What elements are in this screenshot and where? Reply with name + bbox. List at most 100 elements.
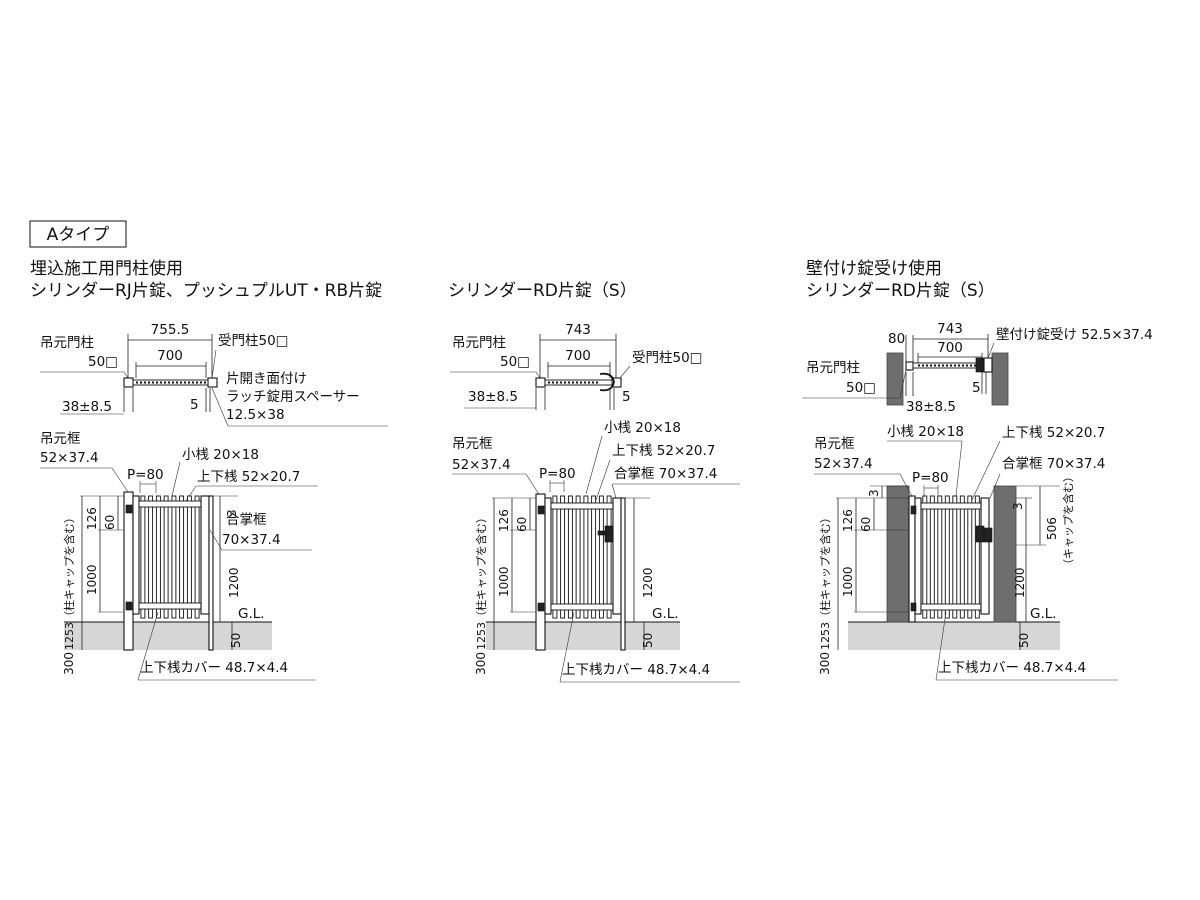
- middle-plan-view: 吊元門柱 50□ 743 700 受門柱50□ 38±8.5 5: [450, 322, 702, 410]
- right-dim-1200: 1200: [1013, 567, 1027, 598]
- right-dim-1253: 1253（柱キャップを含む）: [818, 512, 832, 650]
- picket: [937, 495, 943, 619]
- left-spacer-line1: 片開き面付け: [226, 371, 307, 387]
- picket: [583, 495, 589, 619]
- picket: [929, 495, 935, 619]
- right-dim-300: 300: [818, 652, 832, 675]
- middle-dim-overall: 743: [565, 322, 591, 338]
- picket: [575, 495, 581, 619]
- left-plan-view: 吊元門柱 50□ 755.5 700 受門柱50□ 38±8.5 5 片開き面付…: [40, 322, 388, 427]
- left-title-line2: シリンダーRJ片錠、プッシュプルUT・RB片錠: [30, 281, 382, 301]
- right-dim-1000: 1000: [841, 566, 855, 597]
- picket: [194, 495, 200, 619]
- middle-dim-1253: 1253（柱キャップを含む）: [474, 512, 488, 650]
- middle-pitch: P=80: [539, 466, 576, 482]
- middle-frame-label: 吊元框: [452, 436, 493, 452]
- type-badge-box: [29, 220, 127, 248]
- left-gate-pickets: [140, 495, 200, 619]
- picket: [186, 495, 192, 619]
- middle-hinge-post-label: 吊元門柱: [452, 335, 506, 351]
- right-dim-80: 80: [888, 331, 905, 347]
- left-dim-3: 3: [225, 509, 239, 517]
- right-dim-50: 50: [1017, 633, 1031, 648]
- middle-dim-300: 300: [474, 652, 488, 675]
- picket: [598, 495, 604, 619]
- middle-dim-gap: 5: [622, 389, 631, 405]
- right-frame-label: 吊元框: [814, 436, 855, 452]
- middle-gate-pickets: [552, 495, 612, 619]
- right-gl: G.L.: [1030, 606, 1057, 622]
- picket: [155, 495, 161, 619]
- right-dim-gap: 5: [972, 380, 981, 396]
- right-rail-cover: 上下桟カバー 48.7×4.4: [938, 660, 1086, 676]
- right-dim-inner: 700: [937, 340, 963, 356]
- left-top-bottom-rail: 上下桟 52×20.7: [197, 469, 300, 485]
- left-dim-overall: 755.5: [151, 322, 190, 338]
- picket: [952, 495, 958, 619]
- middle-gl: G.L.: [652, 606, 679, 622]
- left-dim-126: 126: [85, 507, 99, 530]
- left-frame-size: 52×37.4: [40, 450, 99, 466]
- middle-dim-50: 50: [641, 633, 655, 648]
- left-gl: G.L.: [238, 606, 265, 622]
- picket: [140, 495, 146, 619]
- right-wall-receiver: 壁付け錠受け 52.5×37.4: [996, 327, 1153, 343]
- middle-dim-1000: 1000: [497, 566, 511, 597]
- middle-meeting-frame: 合掌框 70×37.4: [614, 466, 717, 482]
- right-small-rail: 小桟 20×18: [887, 424, 964, 440]
- left-dim-50: 50: [229, 633, 243, 648]
- middle-dim-1200: 1200: [641, 567, 655, 598]
- middle-elevation-view: G.L. 吊元框 52×37.4 P=80 小桟 20×18 上下桟 52×20…: [452, 420, 740, 683]
- left-spacer-line3: 12.5×38: [226, 407, 285, 423]
- middle-frame-size: 52×37.4: [452, 457, 511, 473]
- middle-dim-inner: 700: [565, 348, 591, 364]
- left-hinge-post-size: 50□: [88, 354, 118, 370]
- right-frame-size: 52×37.4: [814, 456, 873, 472]
- picket: [171, 495, 177, 619]
- left-dim-1000: 1000: [85, 564, 99, 595]
- middle-small-rail: 小桟 20×18: [604, 420, 681, 436]
- left-spacer-line2: ラッチ錠用スペーサー: [226, 389, 360, 405]
- picket: [560, 495, 566, 619]
- picket: [606, 495, 612, 619]
- left-dim-gap: 5: [190, 397, 199, 413]
- right-top-bottom-rail: 上下桟 52×20.7: [1002, 425, 1105, 441]
- right-dim-3b: 3: [1011, 502, 1025, 510]
- picket: [148, 495, 154, 619]
- picket: [552, 495, 558, 619]
- left-dim-300: 300: [62, 652, 76, 675]
- right-dim-overall: 743: [937, 321, 963, 337]
- right-gate-pickets: [922, 495, 980, 619]
- middle-hinge-post-size: 50□: [500, 354, 530, 370]
- left-small-rail: 小桟 20×18: [182, 447, 259, 463]
- picket: [567, 495, 573, 619]
- left-dim-offset: 38±8.5: [62, 399, 112, 415]
- right-dim-506: 506: [1045, 517, 1059, 540]
- picket: [967, 495, 973, 619]
- middle-receiving-post: 受門柱50□: [632, 350, 702, 366]
- picket: [944, 495, 950, 619]
- left-dim-1200: 1200: [227, 567, 241, 598]
- picket: [179, 495, 185, 619]
- left-receiving-post: 受門柱50□: [218, 333, 288, 349]
- middle-rail-cover: 上下桟カバー 48.7×4.4: [562, 662, 710, 678]
- left-frame-label: 吊元框: [40, 431, 81, 447]
- right-hinge-post-size: 50□: [846, 380, 876, 396]
- right-dim-3a: 3: [867, 489, 881, 497]
- picket: [974, 495, 980, 619]
- middle-dim-60: 60: [515, 517, 529, 532]
- left-dim-1253: 1253（柱キャップを含む）: [62, 512, 76, 650]
- picket: [591, 495, 597, 619]
- right-dim-126: 126: [841, 509, 855, 532]
- right-hinge-post-label: 吊元門柱: [806, 360, 860, 376]
- left-rail-cover: 上下桟カバー 48.7×4.4: [140, 660, 288, 676]
- middle-dim-offset: 38±8.5: [468, 389, 518, 405]
- right-elevation-view: G.L. 吊元框 52×37.4 P=80 小桟 20×18 上下桟 52×20…: [814, 424, 1118, 681]
- right-plan-view: 80 743 700 壁付け錠受け 52.5×37.4 吊元門柱 50□ 38±…: [802, 321, 1153, 415]
- right-dim-60: 60: [859, 517, 873, 532]
- right-dim-506-note: （キャップを含む）: [1061, 471, 1075, 570]
- left-dim-60: 60: [103, 515, 117, 530]
- right-meeting-frame: 合掌框 70×37.4: [1002, 456, 1105, 472]
- picket: [959, 495, 965, 619]
